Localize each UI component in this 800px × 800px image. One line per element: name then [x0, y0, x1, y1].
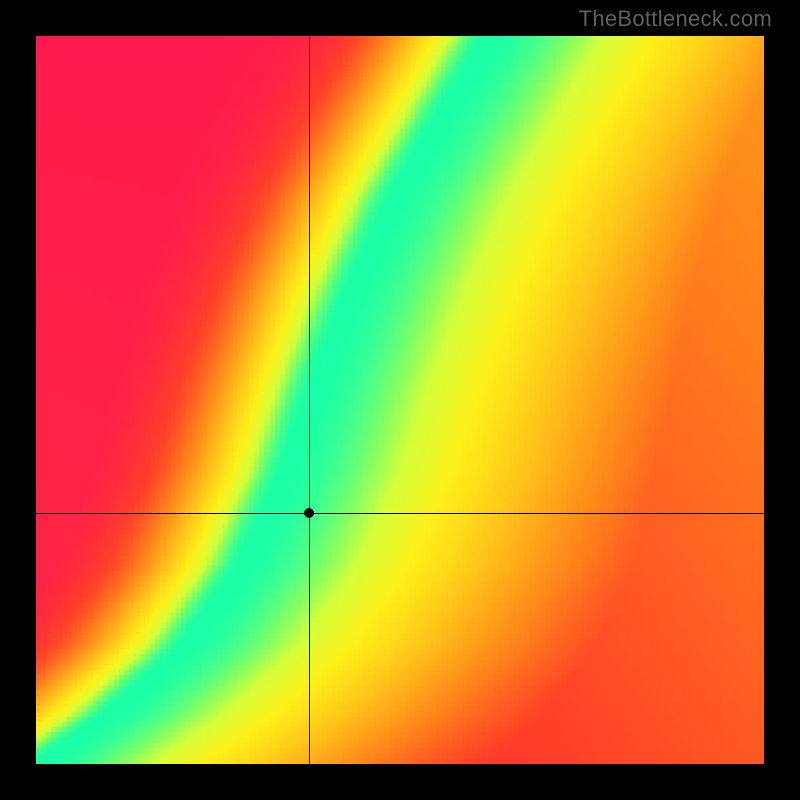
- plot-area: [36, 36, 764, 764]
- crosshair-vertical: [309, 36, 310, 764]
- watermark-text: TheBottleneck.com: [579, 6, 772, 32]
- crosshair-horizontal: [36, 513, 764, 514]
- heatmap-canvas: [36, 36, 764, 764]
- crosshair-marker: [304, 508, 314, 518]
